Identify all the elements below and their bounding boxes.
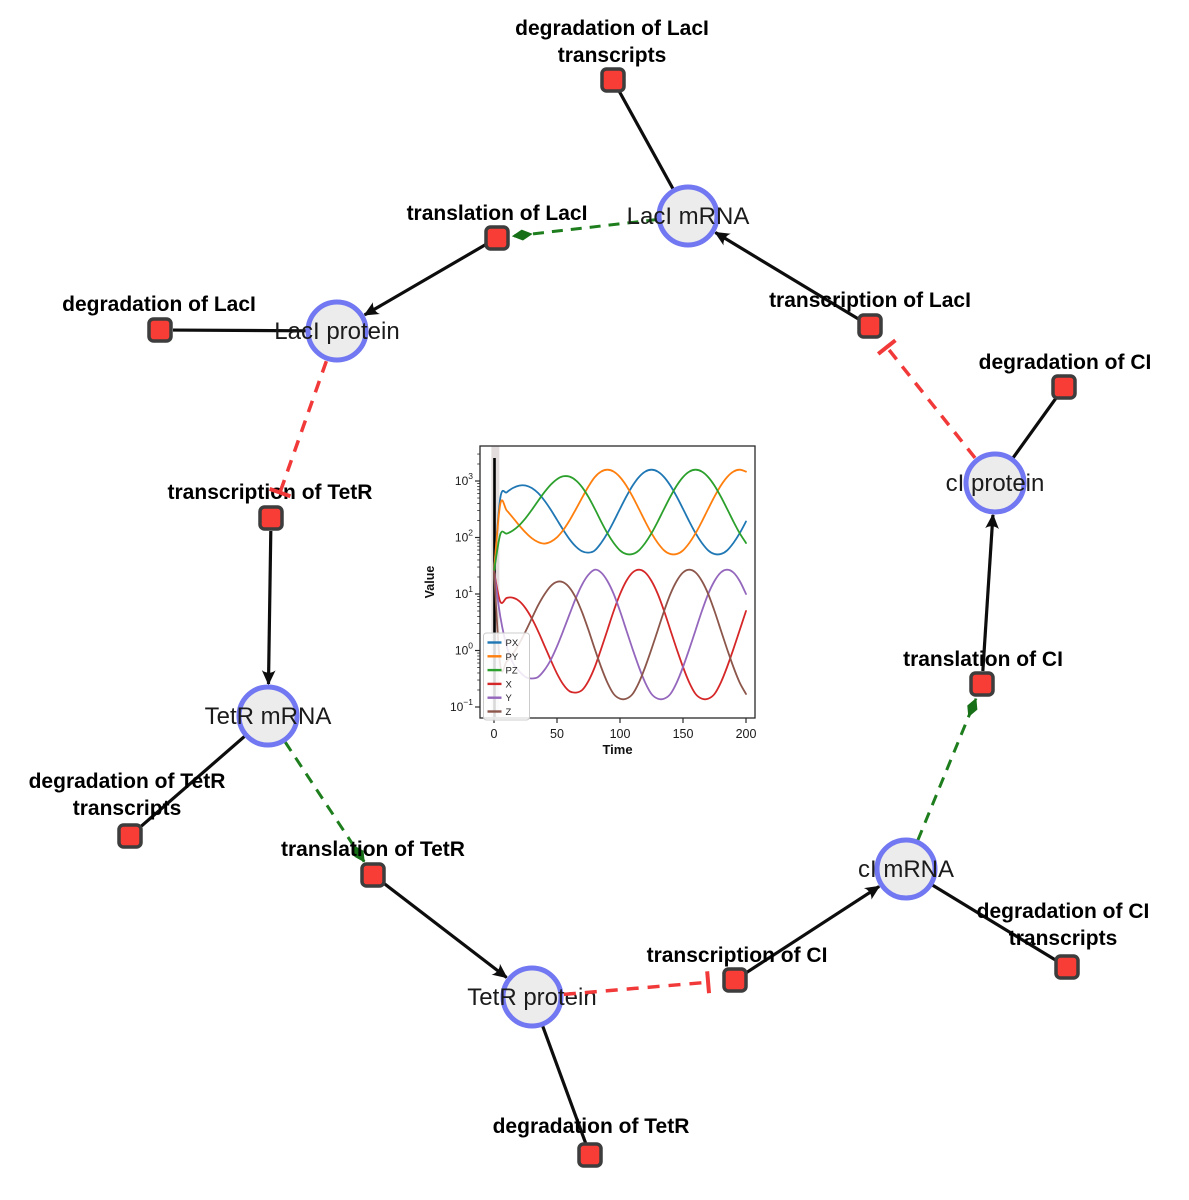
nodes-layer — [117, 67, 1080, 1168]
species-node-ci_protein[interactable] — [963, 451, 1027, 515]
inset-chart: 103 102 101 100 10−1 0 50 100 150 200 Time Value PX P… — [423, 445, 757, 757]
reaction-node-txn_ci[interactable] — [722, 967, 748, 993]
species-node-ci_mrna[interactable] — [874, 837, 938, 901]
legend-label-PX: PX — [506, 638, 519, 649]
reaction-label-transl_laci: translation of LacI — [407, 202, 588, 225]
species-label-ci_protein: cI protein — [946, 470, 1045, 497]
inset-y-tick-label: 10−1 — [450, 697, 473, 714]
species-label-laci_mrna: LacI mRNA — [627, 203, 750, 230]
edge-consumption-tetr_protein-to-deg_tetr[interactable] — [541, 1025, 588, 1144]
reaction-label-deg_ci_tx: degradation of CI — [977, 900, 1150, 923]
inset-x-tick-label: 200 — [736, 727, 757, 741]
reaction-label-transl_ci: translation of CI — [903, 648, 1063, 671]
inset-y-tick-label: 101 — [455, 584, 473, 601]
reaction-node-transl_laci[interactable] — [484, 225, 510, 251]
inset-x-tick-label: 100 — [610, 727, 631, 741]
series-line-Y — [493, 568, 747, 701]
reaction-node-transl_tetr[interactable] — [360, 862, 386, 888]
inhibition-tbar-ci_protein-to-txn_laci — [876, 338, 897, 356]
edge-consumption-laci_protein-to-deg_laci[interactable] — [172, 328, 307, 333]
series-line-PX — [493, 468, 747, 573]
edge-inhibition-tetr_protein-to-txn_ci[interactable] — [563, 980, 709, 997]
inset-y-tick-label: 100 — [455, 641, 473, 658]
inset-x-tick-label: 0 — [491, 727, 498, 741]
legend-label-PY: PY — [506, 652, 519, 663]
legend-label-X: X — [506, 679, 513, 690]
reaction-label-txn_tetr: transcription of TetR — [168, 481, 373, 504]
edge-modifier-ci_mrna-to-transl_ci[interactable] — [916, 697, 978, 841]
reaction-node-deg_tetr[interactable] — [577, 1142, 603, 1168]
inset-yaxis-label: Value — [423, 566, 437, 599]
species-node-laci_mrna[interactable] — [656, 184, 720, 248]
edge-production-transl_ci-to-ci_protein[interactable] — [981, 513, 999, 672]
reaction-node-txn_tetr[interactable] — [258, 505, 284, 531]
reaction-label-deg_ci_tx-line2: transcripts — [1009, 927, 1118, 950]
series-line-Z — [493, 568, 747, 701]
edge-production-txn_laci-to-laci_mrna[interactable] — [714, 231, 860, 321]
edge-production-transl_laci-to-laci_protein[interactable] — [363, 243, 487, 317]
reaction-node-deg_ci_tx[interactable] — [1054, 954, 1080, 980]
edge-production-transl_tetr-to-tetr_protein[interactable] — [382, 881, 508, 979]
reaction-node-transl_ci[interactable] — [969, 671, 995, 697]
species-node-tetr_mrna[interactable] — [236, 684, 300, 748]
inhibition-edges-layer — [268, 338, 977, 997]
species-label-ci_mrna: cI mRNA — [858, 856, 954, 883]
inset-x-tick-label: 150 — [673, 727, 694, 741]
reaction-node-txn_laci[interactable] — [857, 313, 883, 339]
reaction-label-deg_tetr_tx-line2: transcripts — [73, 797, 182, 820]
inset-x-tick-label: 50 — [550, 727, 564, 741]
edge-inhibition-laci_protein-to-txn_tetr[interactable] — [278, 360, 328, 494]
edge-production-txn_tetr-to-tetr_mrna[interactable] — [261, 530, 276, 686]
edge-modifier-laci_mrna-to-transl_laci[interactable] — [511, 218, 658, 241]
inset-y-tick-label: 102 — [455, 528, 473, 545]
species-label-laci_protein: LacI protein — [274, 318, 399, 345]
reaction-label-deg_ci: degradation of CI — [979, 351, 1152, 374]
species-label-tetr_mrna: TetR mRNA — [205, 703, 332, 730]
edge-production-txn_ci-to-ci_mrna[interactable] — [745, 885, 881, 975]
reaction-node-deg_laci_tx[interactable] — [600, 67, 626, 93]
reaction-label-deg_laci_tx-line2: transcripts — [558, 44, 667, 67]
reaction-label-deg_tetr_tx: degradation of TetR — [29, 770, 226, 793]
edge-consumption-ci_mrna-to-deg_ci_tx[interactable] — [931, 883, 1057, 962]
reaction-node-deg_laci[interactable] — [147, 317, 173, 343]
legend-label-Z: Z — [506, 707, 512, 718]
series-line-X — [493, 568, 747, 701]
reaction-label-transl_tetr: translation of TetR — [281, 838, 465, 861]
edges-layer — [138, 90, 1058, 1144]
reaction-label-deg_tetr: degradation of TetR — [493, 1115, 690, 1138]
species-label-tetr_protein: TetR protein — [467, 984, 596, 1011]
inset-axes-frame — [479, 445, 756, 719]
inhibition-tbar-laci_protein-to-txn_tetr — [268, 486, 292, 499]
legend-label-Y: Y — [506, 693, 513, 704]
inset-xaxis-label: Time — [602, 742, 632, 757]
reaction-label-deg_laci_tx: degradation of LacI — [515, 17, 709, 40]
series-line-PZ — [493, 468, 747, 573]
species-node-tetr_protein[interactable] — [500, 965, 564, 1029]
legend-label-PZ: PZ — [506, 666, 518, 677]
reaction-label-deg_laci: degradation of LacI — [62, 293, 256, 316]
edge-modifier-tetr_mrna-to-transl_tetr[interactable] — [283, 741, 366, 863]
reaction-node-deg_tetr_tx[interactable] — [117, 823, 143, 849]
reaction-node-deg_ci[interactable] — [1051, 374, 1077, 400]
inset-y-tick-label: 103 — [455, 471, 473, 488]
edge-consumption-tetr_mrna-to-deg_tetr_tx[interactable] — [138, 735, 246, 829]
edge-consumption-laci_mrna-to-deg_laci_tx[interactable] — [617, 90, 675, 190]
species-node-laci_protein[interactable] — [305, 299, 369, 363]
labels-layer: LacI mRNA LacI protein TetR mRNA TetR prote… — [29, 17, 1152, 1138]
edge-inhibition-ci_protein-to-txn_laci[interactable] — [885, 346, 977, 460]
series-line-PY — [493, 468, 747, 573]
inhibition-tbar-tetr_protein-to-txn_ci — [705, 971, 712, 994]
reaction-label-txn_ci: transcription of CI — [647, 944, 828, 967]
reaction-label-txn_laci: transcription of LacI — [769, 289, 971, 312]
edge-consumption-ci_protein-to-deg_ci[interactable] — [1011, 396, 1058, 459]
